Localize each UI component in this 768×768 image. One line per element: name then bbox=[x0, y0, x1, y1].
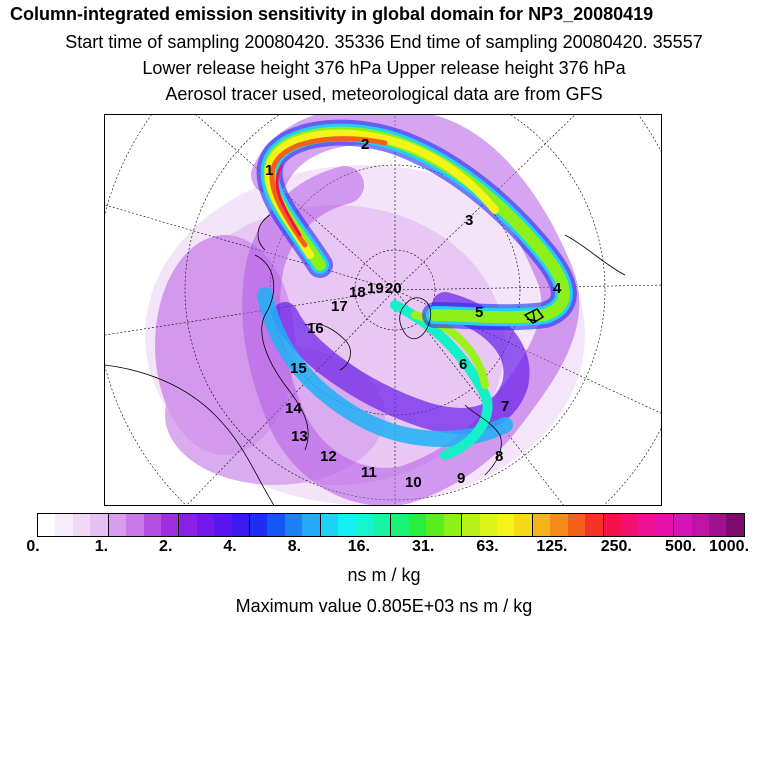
colorbar-swatch bbox=[179, 514, 197, 536]
colorbar-swatch bbox=[532, 514, 551, 536]
colorbar-swatch bbox=[514, 514, 533, 536]
colorbar-swatch bbox=[160, 514, 180, 536]
colorbar-tick-label: 0. bbox=[26, 538, 40, 555]
track-label-13: 13 bbox=[291, 428, 308, 445]
colorbar-swatch bbox=[462, 514, 480, 536]
colorbar-swatch bbox=[267, 514, 285, 536]
colorbar-tick-label: 250. bbox=[600, 538, 632, 555]
colorbar-swatch bbox=[674, 514, 692, 536]
track-label-10: 10 bbox=[405, 474, 422, 491]
colorbar-swatch bbox=[655, 514, 675, 536]
colorbar-swatch bbox=[373, 514, 392, 536]
map-graphics: 1 2 3 4 5 6 7 8 9 10 11 12 13 14 15 16 1… bbox=[105, 115, 661, 505]
colorbar-swatch bbox=[496, 514, 515, 536]
colorbar-tick-label: 63. bbox=[476, 538, 499, 555]
track-label-4: 4 bbox=[553, 280, 562, 297]
colorbar-tick-label: 31. bbox=[412, 538, 435, 555]
colorbar-tick-label: 2. bbox=[159, 538, 173, 555]
track-label-12: 12 bbox=[320, 448, 337, 465]
track-label-3: 3 bbox=[465, 212, 473, 229]
colorbar-swatch bbox=[585, 514, 604, 536]
track-label-6: 6 bbox=[459, 356, 467, 373]
sensitivity-map: 1 2 3 4 5 6 7 8 9 10 11 12 13 14 15 16 1… bbox=[104, 114, 662, 506]
colorbar-swatch bbox=[214, 514, 232, 536]
colorbar-swatch bbox=[338, 514, 356, 536]
release-height-line: Lower release height 376 hPa Upper relea… bbox=[142, 58, 626, 78]
eddy-marks bbox=[523, 308, 545, 324]
colorbar-swatch bbox=[479, 514, 497, 536]
colorbar-tick-label: 1000. bbox=[708, 538, 750, 555]
track-label-8: 8 bbox=[495, 448, 503, 465]
colorbar-swatch bbox=[38, 514, 56, 536]
tracer-info-line: Aerosol tracer used, meteorological data… bbox=[165, 84, 603, 104]
colorbar-ticks: 0. 1. 2. 4. 8. 16. 31. 63. 125. 250. 500. 1000. bbox=[0, 538, 768, 560]
colorbar-tick-label: 125. bbox=[536, 538, 568, 555]
colorbar-swatch bbox=[126, 514, 144, 536]
colorbar-swatch bbox=[302, 514, 321, 536]
track-label-17: 17 bbox=[331, 298, 348, 315]
max-value-text: Maximum value 0.805E+03 ns m / kg bbox=[235, 596, 533, 616]
colorbar-units: ns m / kg bbox=[347, 565, 421, 585]
colorbar-swatch bbox=[638, 514, 656, 536]
track-label-19: 19 bbox=[367, 280, 384, 297]
track-label-14: 14 bbox=[285, 400, 302, 417]
colorbar-swatch bbox=[355, 514, 374, 536]
track-label-5: 5 bbox=[475, 304, 483, 321]
colorbar-swatch bbox=[320, 514, 339, 536]
track-label-16: 16 bbox=[307, 320, 324, 337]
track-label-1: 1 bbox=[265, 162, 273, 179]
colorbar-swatch bbox=[603, 514, 621, 536]
colorbar-swatch bbox=[726, 514, 744, 536]
colorbar-tick-label: 1. bbox=[94, 538, 109, 555]
colorbar-tick-label: 500. bbox=[665, 538, 697, 555]
colorbar-swatch bbox=[620, 514, 639, 536]
colorbar-swatch bbox=[391, 514, 409, 536]
colorbar-swatch bbox=[72, 514, 91, 536]
colorbar-swatch bbox=[108, 514, 127, 536]
plume-bands bbox=[242, 115, 580, 505]
colorbar-swatch bbox=[443, 514, 463, 536]
track-label-9: 9 bbox=[457, 470, 465, 487]
coastlines bbox=[105, 214, 626, 505]
sampling-time-line: Start time of sampling 20080420. 35336 E… bbox=[65, 32, 703, 52]
track-label-18: 18 bbox=[349, 284, 366, 301]
colorbar-swatch bbox=[408, 514, 427, 536]
colorbar-swatch bbox=[709, 514, 727, 536]
colorbar-swatch bbox=[55, 514, 73, 536]
colorbar-tick-label: 8. bbox=[287, 538, 302, 555]
colorbar-swatch bbox=[284, 514, 303, 536]
track-labels: 1 2 3 4 5 6 7 8 9 10 11 12 13 14 15 16 1… bbox=[265, 136, 562, 491]
colorbar-tick-label: 16. bbox=[347, 538, 370, 555]
track-label-11: 11 bbox=[361, 464, 377, 481]
colorbar-swatch bbox=[90, 514, 109, 536]
track-label-2: 2 bbox=[361, 136, 369, 153]
plot-title: Column-integrated emission sensitivity i… bbox=[10, 4, 654, 24]
colorbar-swatch bbox=[231, 514, 251, 536]
colorbar-swatch bbox=[196, 514, 215, 536]
track-label-20: 20 bbox=[385, 280, 402, 297]
colorbar-swatch bbox=[426, 514, 444, 536]
colorbar-swatch bbox=[691, 514, 710, 536]
colorbar-swatch bbox=[143, 514, 161, 536]
track-label-7: 7 bbox=[501, 398, 509, 415]
colorbar bbox=[37, 513, 745, 537]
track-label-15: 15 bbox=[290, 360, 307, 377]
colorbar-swatch bbox=[250, 514, 268, 536]
colorbar-swatch bbox=[567, 514, 586, 536]
colorbar-tick-label: 4. bbox=[223, 538, 237, 555]
colorbar-swatch bbox=[550, 514, 568, 536]
